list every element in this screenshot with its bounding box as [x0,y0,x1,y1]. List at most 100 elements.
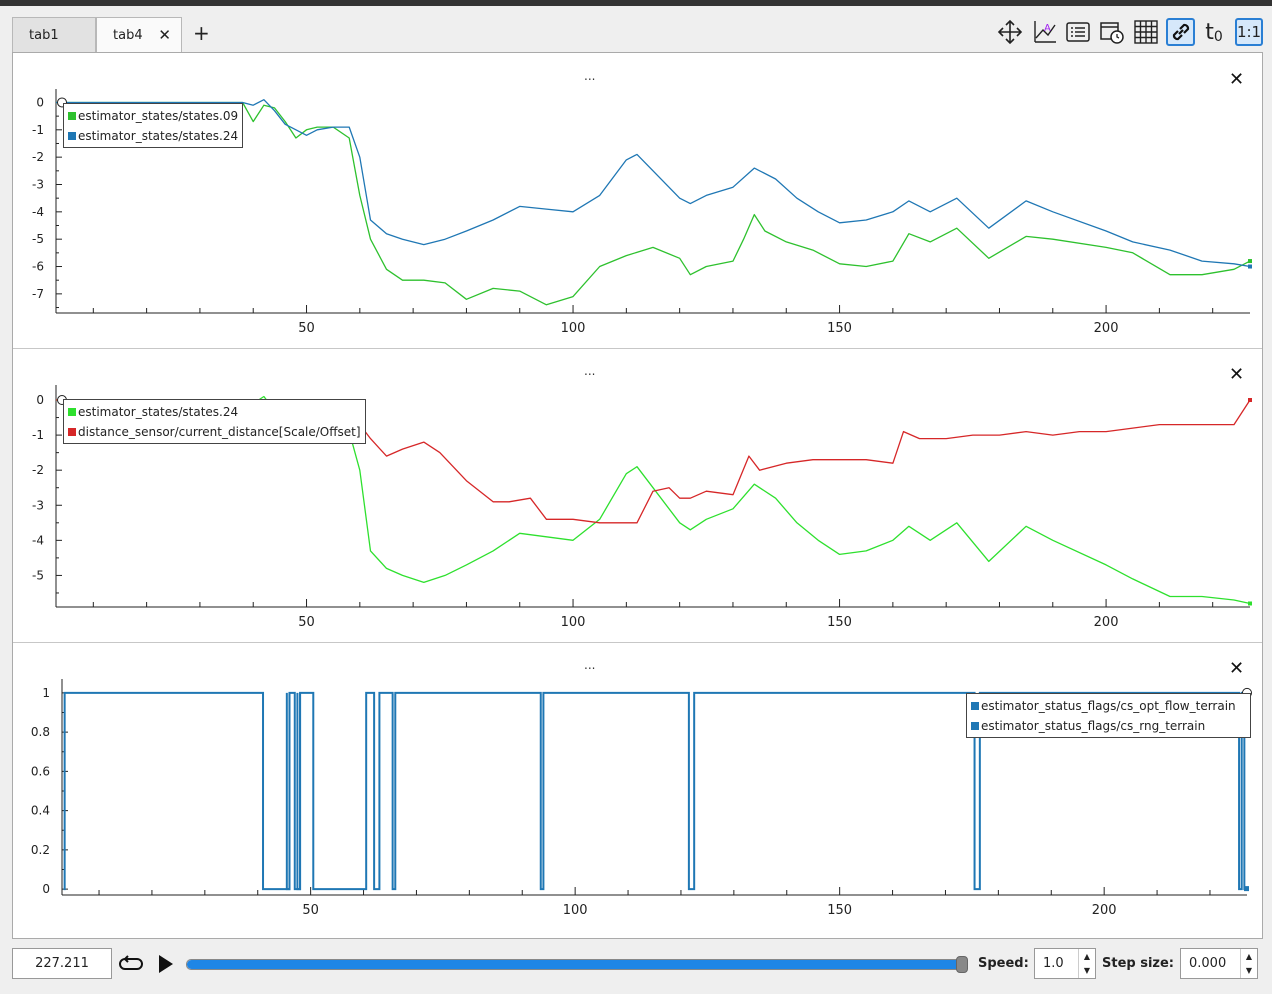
plot-title[interactable]: ... [584,364,596,378]
y-tick-label: 0.8 [31,725,50,739]
y-tick-label: 0.6 [31,764,50,778]
y-tick-label: 0.2 [31,843,50,857]
y-tick-label: -1 [32,123,44,137]
close-plot-icon[interactable]: ✕ [1229,364,1245,385]
legend-item[interactable]: distance_sensor/current_distance[Scale/O… [68,422,361,442]
close-plot-icon[interactable]: ✕ [1229,69,1245,90]
series-end-marker [1248,398,1252,403]
y-tick-label: -7 [32,287,44,301]
y-tick-label: 0 [42,882,50,896]
series-line [63,691,1246,891]
panel-divider[interactable] [13,348,1262,349]
x-tick-label: 100 [561,615,586,630]
legend-label: estimator_states/states.24 [78,129,239,143]
time-input[interactable]: 227.211 [12,948,112,979]
y-tick-label: -2 [32,463,44,477]
plot-title[interactable]: ... [584,658,596,672]
spin-down-icon[interactable]: ▼ [1083,966,1091,976]
timeline-slider[interactable] [186,956,968,973]
y-tick-label: -4 [32,205,44,219]
step-stepper[interactable]: ▲ ▼ [1240,949,1257,978]
x-tick-label: 200 [1092,903,1117,918]
slider-fill [187,960,962,969]
series-line [56,101,1251,306]
x-tick-label: 150 [827,321,852,336]
legend-label: estimator_states/states.09 [78,109,239,123]
add-tab-button[interactable]: + [193,21,210,45]
x-tick-label: 50 [302,903,319,918]
playback-bar: 227.211 Speed: 1.0 ▲ ▼ Step size: 0.000 ▲… [0,940,1272,994]
spin-up-icon[interactable]: ▲ [1245,951,1253,961]
series-line [56,99,1251,268]
legend-label: distance_sensor/current_distance[Scale/O… [78,425,361,439]
y-tick-label: -5 [32,232,44,246]
step-size-label: Step size: [1102,956,1175,971]
x-tick-label: 200 [1094,321,1119,336]
tab-tab4[interactable]: tab4 ✕ [96,17,182,53]
window-top-edge [0,0,1272,6]
x-tick-label: 100 [563,903,588,918]
speed-value: 1.0 [1043,956,1064,971]
y-tick-label: -5 [32,568,44,582]
close-plot-icon[interactable]: ✕ [1229,658,1245,679]
plot-area: 50 100 150 200 0 -1 -2 -3 -4 -5 -6 -7 ... ✕ estimat… [12,52,1263,939]
list-icon[interactable] [1065,18,1091,46]
series-end-marker [1248,259,1252,264]
plot-legend[interactable]: estimator_states/states.09 estimator_sta… [63,103,244,148]
axis-label-icon[interactable]: A [1031,18,1057,46]
spin-up-icon[interactable]: ▲ [1083,951,1091,961]
legend-swatch [971,722,979,730]
legend-item[interactable]: estimator_status_flags/cs_opt_flow_terra… [971,696,1236,716]
legend-label: estimator_states/states.24 [78,405,239,419]
x-tick-label: 50 [298,615,315,630]
panel-divider[interactable] [13,642,1262,643]
plot-panel-3[interactable]: 50 100 150 200 1 0.8 0.6 0.4 0.2 0 ... ✕ estimato… [13,643,1262,938]
plot-2-canvas[interactable]: 50 100 150 200 0 -1 -2 -3 -4 -5 [13,349,1262,642]
series-end-marker [1248,601,1252,606]
y-tick-label: -3 [32,498,44,512]
play-icon[interactable] [157,953,175,979]
legend-label: estimator_status_flags/cs_rng_terrain [981,719,1206,733]
close-tab-icon[interactable]: ✕ [158,26,171,44]
move-icon[interactable] [997,18,1023,46]
one-to-one-icon[interactable]: 1:1 [1235,18,1263,46]
legend-item[interactable]: estimator_states/states.24 [68,126,238,146]
speed-spinbox[interactable]: 1.0 ▲ ▼ [1034,948,1096,979]
tab-tab1[interactable]: tab1 [12,17,96,52]
y-tick-label: -4 [32,533,44,547]
series-spike [296,692,302,891]
ratio-label: 1:1 [1236,23,1262,41]
plot-title[interactable]: ... [584,69,596,83]
plot-panel-1[interactable]: 50 100 150 200 0 -1 -2 -3 -4 -5 -6 -7 ... ✕ estimat… [13,53,1262,348]
speed-stepper[interactable]: ▲ ▼ [1078,949,1095,978]
series-end-marker [1244,886,1249,892]
y-tick-label: -6 [32,260,44,274]
series-end-marker [1248,264,1252,269]
loop-icon[interactable] [119,953,143,979]
legend-item[interactable]: estimator_status_flags/cs_rng_terrain [971,716,1236,736]
tab-label: tab4 [113,28,143,43]
legend-swatch [68,132,76,140]
time-value: 227.211 [35,956,89,971]
plot-legend[interactable]: estimator_status_flags/cs_opt_flow_terra… [966,693,1251,738]
x-tick-label: 200 [1094,615,1119,630]
slider-handle[interactable] [956,956,968,973]
y-tick-label: -3 [32,177,44,191]
legend-item[interactable]: estimator_states/states.24 [68,402,361,422]
y-tick-label: -2 [32,150,44,164]
plot-panel-2[interactable]: 50 100 150 200 0 -1 -2 -3 -4 -5 ... ✕ estimator_s… [13,349,1262,642]
t-zero-subscript: 0 [1213,29,1223,45]
x-tick-label: 50 [298,321,315,336]
step-size-spinbox[interactable]: 0.000 ▲ ▼ [1180,948,1258,979]
link-icon[interactable] [1166,18,1195,46]
calendar-clock-icon[interactable] [1099,18,1125,46]
grid-icon[interactable] [1133,18,1159,46]
spin-down-icon[interactable]: ▼ [1245,966,1253,976]
plot-3-canvas[interactable]: 50 100 150 200 1 0.8 0.6 0.4 0.2 0 [13,643,1262,938]
legend-item[interactable]: estimator_states/states.09 [68,106,238,126]
y-tick-label: 1 [42,686,50,700]
plot-1-canvas[interactable]: 50 100 150 200 0 -1 -2 -3 -4 -5 -6 -7 [13,53,1262,348]
x-tick-label: 100 [561,321,586,336]
plot-legend[interactable]: estimator_states/states.24 distance_sens… [63,399,366,444]
